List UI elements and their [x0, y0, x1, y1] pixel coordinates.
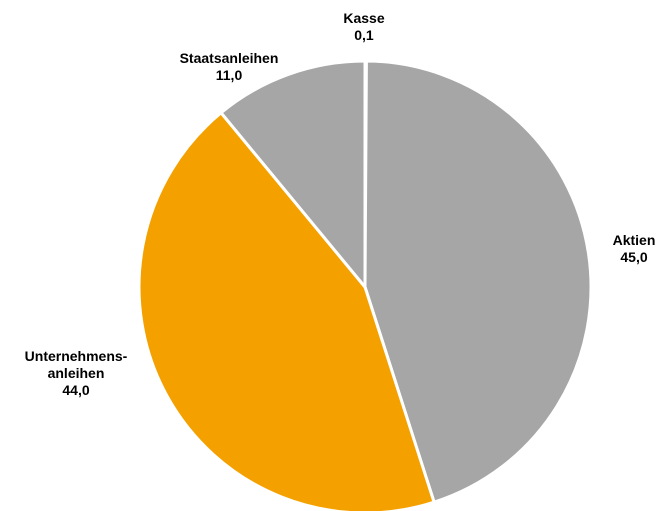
value-label: 11,0: [215, 67, 243, 83]
category-label: Staatsanleihen: [179, 50, 279, 66]
slice-label: Aktien 45,0: [613, 232, 656, 266]
category-label: Unternehmens- anleihen: [24, 348, 128, 381]
slice-label: Staatsanleihen 11,0: [180, 50, 279, 84]
value-label: 44,0: [62, 382, 90, 398]
category-label: Aktien: [612, 232, 656, 248]
value-label: 45,0: [620, 249, 648, 265]
pie-slice: [137, 110, 436, 511]
pie-slice: [218, 59, 367, 292]
slice-label: Kasse 0,1: [343, 10, 384, 44]
slice-label: Unternehmens- anleihen 44,0: [25, 348, 128, 399]
value-label: 0,1: [354, 27, 374, 43]
category-label: Kasse: [343, 10, 385, 26]
pie-slice: [363, 59, 593, 505]
